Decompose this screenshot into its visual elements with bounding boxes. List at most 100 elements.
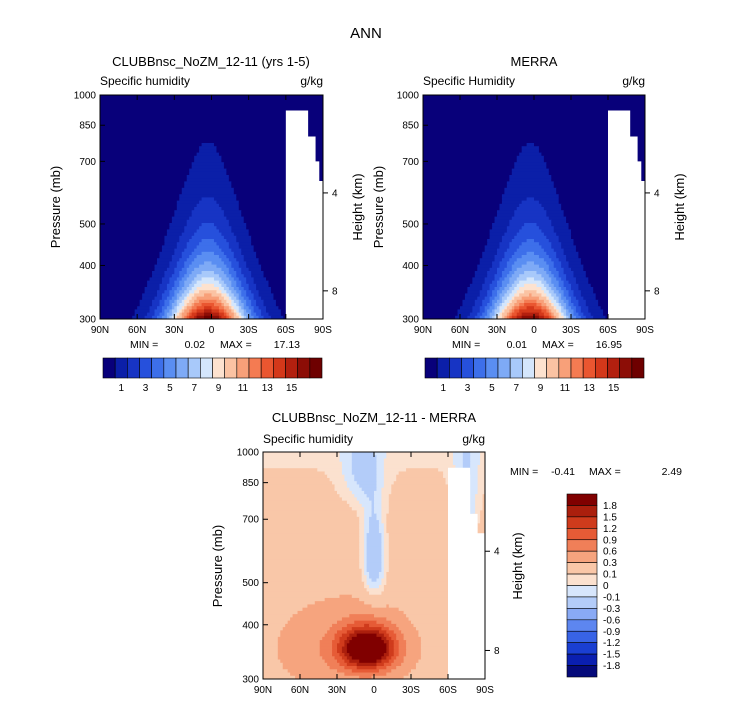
- contour-cell: [261, 296, 275, 301]
- x-tick-label: 0: [371, 685, 377, 696]
- contour-cell: [186, 267, 195, 272]
- contour-cell: [376, 471, 385, 476]
- contour-cell: [561, 261, 570, 266]
- contour-cell: [327, 474, 345, 479]
- contour-cell: [176, 287, 183, 291]
- contour-cell: [233, 232, 250, 237]
- contour-cell: [556, 187, 645, 192]
- contour-cell: [482, 507, 485, 511]
- contour-cell: [423, 248, 486, 253]
- contour-cell: [223, 303, 230, 307]
- panel-obs: MERRA Specific Humidity g/kg 90N 60N 30N 0 3…: [371, 54, 687, 394]
- contour-cell: [477, 471, 485, 476]
- contour-cell: [164, 242, 178, 246]
- contour-cell: [391, 656, 397, 661]
- contour-cell: [221, 315, 227, 319]
- colorbar-swatch: [200, 357, 213, 379]
- contour-cell: [263, 568, 363, 573]
- contour-cell: [381, 539, 385, 544]
- contour-cell: [585, 299, 599, 304]
- contour-cell: [169, 261, 178, 266]
- contour-cell: [263, 610, 299, 615]
- contour-cell: [100, 191, 183, 195]
- contour-cell: [226, 171, 323, 176]
- contour-cell: [226, 255, 235, 259]
- colorbar-swatch: [461, 357, 474, 379]
- contour-cell: [263, 594, 341, 599]
- contour-cell: [366, 562, 382, 567]
- contour-cell: [558, 283, 565, 288]
- contour-cell: [152, 271, 166, 275]
- contour-cell: [349, 614, 375, 618]
- colorbar-swatch: [285, 357, 298, 379]
- contour-cell: [499, 207, 518, 211]
- x-tick-label: 30S: [562, 325, 580, 336]
- contour-cell: [263, 299, 277, 304]
- contour-cell: [556, 232, 572, 237]
- colorbar-swatch: [449, 357, 462, 379]
- contour-cell: [519, 303, 525, 307]
- contour-cell: [186, 306, 193, 310]
- contour-cell: [497, 312, 501, 317]
- contour-cell: [226, 216, 245, 221]
- contour-cell: [553, 290, 560, 294]
- contour-cell: [236, 283, 242, 288]
- contour-cell: [452, 458, 464, 463]
- contour-cell: [139, 299, 153, 304]
- contour-cell: [558, 235, 572, 240]
- contour-cell: [211, 312, 220, 317]
- contour-cell: [337, 630, 348, 635]
- contour-cell: [100, 133, 323, 138]
- contour-cell: [408, 617, 485, 622]
- contour-cell: [251, 290, 260, 294]
- contour-cell: [482, 251, 498, 256]
- contour-cell: [423, 175, 510, 179]
- contour-cell: [166, 229, 185, 234]
- contour-cell: [251, 312, 257, 317]
- contour-cell: [374, 494, 382, 498]
- contour-cell: [211, 309, 220, 314]
- contour-cell: [381, 500, 390, 505]
- contour-cell: [388, 604, 485, 609]
- contour-cell: [174, 267, 183, 272]
- contour-cell: [359, 549, 365, 554]
- contour-cell: [489, 235, 503, 240]
- contour-cell: [376, 458, 385, 463]
- y-tick-label: 500: [242, 578, 259, 589]
- contour-cell: [176, 242, 188, 246]
- contour-cell: [238, 261, 247, 266]
- contour-cell: [578, 287, 594, 291]
- contour-cell: [366, 546, 382, 550]
- contour-cell: [243, 258, 260, 262]
- contour-cell: [287, 669, 338, 674]
- contour-cell: [366, 568, 382, 573]
- colorbar-swatch: [566, 562, 598, 575]
- contour-cell: [184, 280, 193, 285]
- contour-cell: [196, 280, 220, 285]
- contour-cell: [223, 312, 227, 317]
- contour-cell: [460, 306, 473, 310]
- contour-cell: [216, 264, 227, 269]
- contour-cell: [388, 539, 456, 544]
- contour-cell: [236, 271, 242, 275]
- contour-cell: [534, 197, 560, 202]
- contour-cell: [100, 312, 136, 317]
- contour-cell: [588, 306, 602, 310]
- contour-cell: [174, 280, 180, 285]
- contour-cell: [524, 290, 538, 294]
- contour-cell: [393, 653, 400, 657]
- contour-cell: [504, 299, 510, 304]
- contour-cell: [494, 258, 503, 262]
- contour-cell: [364, 571, 370, 576]
- contour-cell: [408, 672, 485, 677]
- contour-cell: [233, 251, 242, 256]
- contour-cell: [154, 267, 168, 272]
- contour-cell: [480, 510, 485, 515]
- contour-cell: [386, 636, 392, 641]
- contour-cell: [558, 200, 645, 205]
- contour-cell: [423, 309, 459, 314]
- contour-cell: [211, 306, 220, 310]
- colorbar-swatch: [102, 357, 116, 379]
- contour-cell: [201, 277, 215, 282]
- contour-cell: [541, 274, 550, 278]
